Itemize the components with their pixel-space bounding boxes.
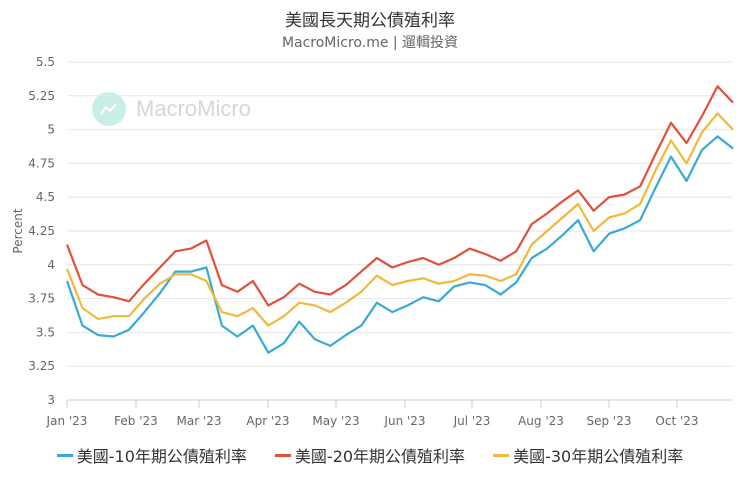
- y-tick-label: 3.5: [36, 325, 55, 339]
- series-line-3[interactable]: [65, 112, 734, 327]
- legend-item[interactable]: 美國-10年期公債殖利率: [56, 443, 247, 467]
- y-tick-label: 5.5: [36, 55, 55, 69]
- y-axis-label: Percent: [11, 208, 25, 253]
- x-tick-label: Feb '23: [114, 414, 158, 428]
- watermark-text: MacroMicro: [136, 96, 251, 121]
- chart-legend: 美國-10年期公債殖利率 美國-20年期公債殖利率 美國-30年期公債殖利率: [0, 443, 740, 467]
- legend-item[interactable]: 美國-30年期公債殖利率: [493, 443, 683, 467]
- x-tick-label: Jan '23: [46, 414, 88, 428]
- legend-label: 美國-10年期公債殖利率: [76, 447, 247, 466]
- y-tick-label: 5.25: [28, 89, 55, 103]
- legend-swatch-icon: [56, 453, 73, 457]
- legend-swatch-icon: [493, 453, 510, 457]
- y-tick-label: 5: [47, 123, 55, 137]
- chart-logo-icon: [92, 92, 126, 126]
- y-tick-label: 3.25: [28, 359, 55, 373]
- series-line-2[interactable]: [65, 85, 734, 307]
- series-line-1[interactable]: [65, 135, 734, 354]
- y-tick-label: 4.75: [28, 156, 55, 170]
- legend-item[interactable]: 美國-20年期公債殖利率: [274, 443, 466, 467]
- x-tick-label: May '23: [312, 414, 359, 428]
- y-tick-label: 4.25: [28, 224, 55, 238]
- chart-subtitle: MacroMicro.me | 遛輯投資: [281, 35, 459, 51]
- x-tick-label: Aug '23: [518, 414, 564, 428]
- legend-swatch-icon: [274, 453, 291, 457]
- y-tick-label: 3.75: [28, 292, 55, 306]
- x-tick-label: Jul '23: [453, 414, 491, 428]
- x-tick-label: Apr '23: [246, 414, 289, 428]
- line-chart[interactable]: 3 3.25 3.5 3.75 4 4.25 4.5 4.75 5 5.25 5.5 Percent J…: [0, 0, 740, 440]
- x-tick-label: Jun '23: [383, 414, 425, 428]
- x-tick-label: Mar '23: [176, 414, 221, 428]
- y-tick-label: 4.5: [36, 190, 55, 204]
- y-tick-label: 4: [47, 258, 55, 272]
- chart-title: 美國長天期公債殖利率: [285, 11, 455, 31]
- legend-label: 美國-30年期公債殖利率: [513, 447, 684, 466]
- legend-label: 美國-20年期公債殖利率: [294, 447, 466, 466]
- y-tick-label: 3: [47, 393, 55, 407]
- watermark: MacroMicro: [92, 92, 251, 126]
- x-tick-label: Oct '23: [655, 414, 698, 428]
- x-tick-label: Sep '23: [587, 414, 632, 428]
